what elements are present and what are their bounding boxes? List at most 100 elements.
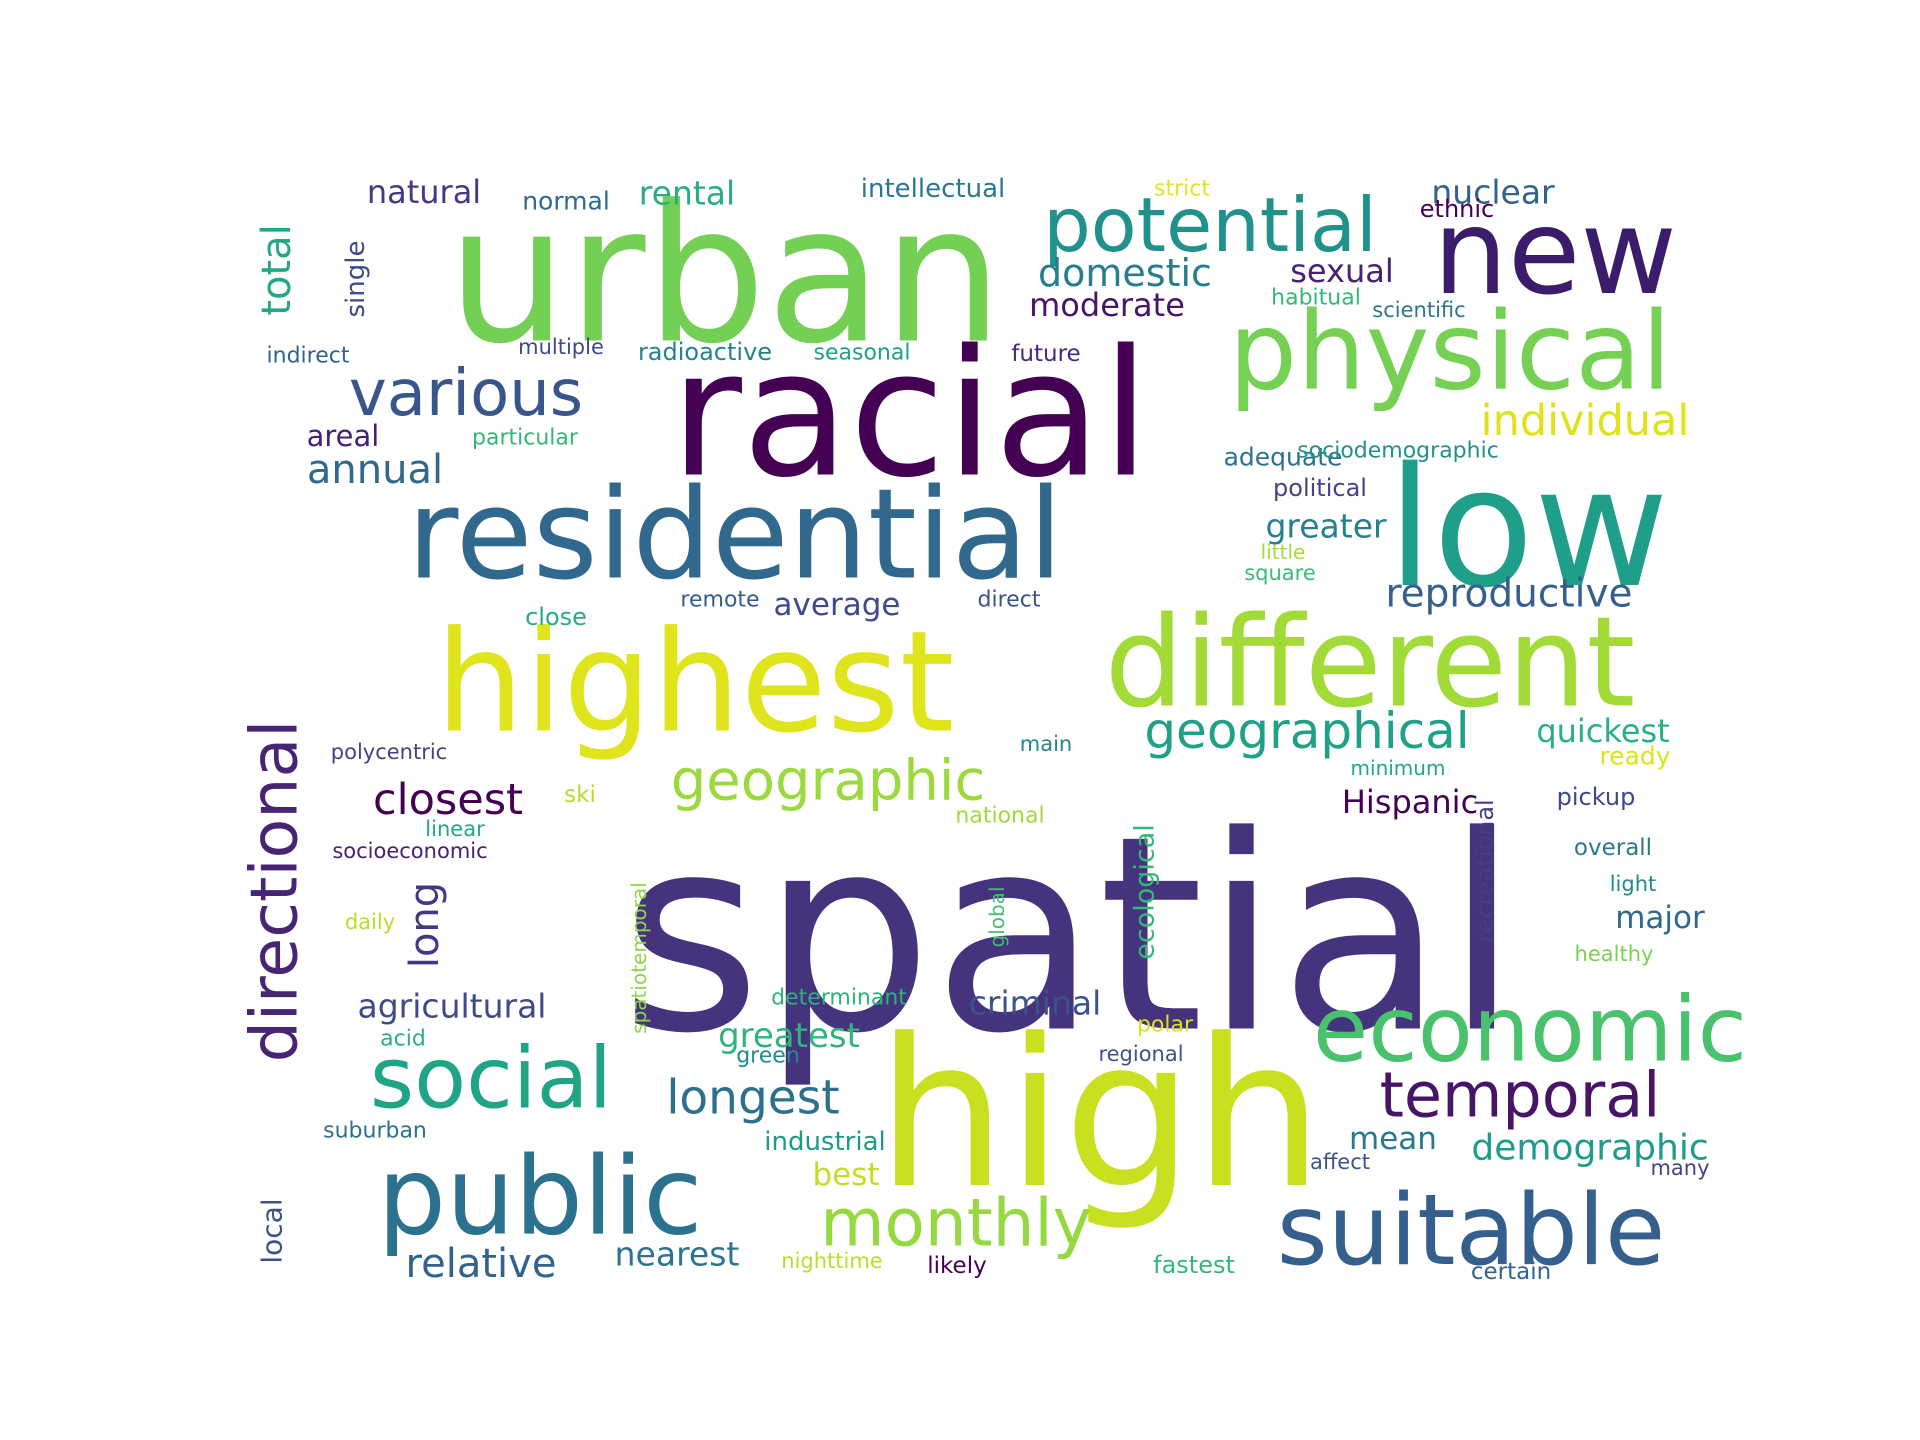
cloud-word: scientific — [1372, 298, 1465, 322]
cloud-word: criminal — [969, 984, 1102, 1023]
cloud-word: global — [985, 887, 1009, 948]
cloud-word: urban — [447, 165, 1003, 386]
cloud-word: relative — [406, 1241, 557, 1287]
cloud-word: close — [525, 603, 587, 631]
cloud-word: suitable — [1277, 1174, 1666, 1288]
cloud-word: habitual — [1271, 286, 1361, 311]
cloud-word: domestic — [1038, 251, 1212, 295]
cloud-word: polycentric — [331, 740, 447, 764]
cloud-word: nuclear — [1431, 173, 1555, 212]
cloud-word: nearest — [615, 1235, 740, 1274]
cloud-word: indirect — [267, 344, 350, 369]
cloud-word: areal — [307, 419, 380, 453]
cloud-word: quickest — [1536, 712, 1669, 750]
cloud-word: ski — [564, 782, 596, 808]
cloud-word: long — [402, 882, 448, 968]
cloud-word: future — [1011, 341, 1080, 367]
cloud-word: closest — [373, 775, 523, 825]
cloud-word: green — [736, 1044, 800, 1069]
cloud-word: overall — [1574, 835, 1652, 861]
cloud-word: normal — [522, 187, 610, 216]
cloud-word: individual — [1481, 396, 1690, 446]
cloud-word: minimum — [1351, 756, 1446, 780]
cloud-word: socioeconomic — [332, 839, 487, 863]
cloud-word: acid — [380, 1027, 426, 1052]
cloud-word: industrial — [764, 1127, 886, 1157]
cloud-word: average — [774, 587, 901, 623]
cloud-word: spatial — [621, 778, 1520, 1093]
cloud-word: directional — [238, 720, 313, 1063]
cloud-word: longest — [666, 1071, 839, 1126]
cloud-word: little — [1261, 540, 1306, 564]
cloud-word: light — [1610, 872, 1657, 896]
cloud-word: residential — [407, 463, 1063, 608]
cloud-word: local — [256, 1198, 289, 1263]
cloud-word: total — [254, 224, 300, 315]
cloud-word: sexual — [1290, 252, 1394, 290]
cloud-word: square — [1244, 561, 1316, 585]
cloud-word: certain — [1471, 1259, 1551, 1285]
cloud-word: radioactive — [638, 338, 772, 366]
cloud-word: rental — [639, 174, 735, 213]
cloud-word: healthy — [1575, 942, 1654, 966]
cloud-word: spatiotemporal — [627, 882, 651, 1034]
cloud-word: ethnic — [1420, 195, 1494, 223]
cloud-word: many — [1650, 1156, 1709, 1180]
cloud-word: major — [1615, 900, 1705, 936]
cloud-word: high — [877, 996, 1324, 1234]
cloud-word: remote — [680, 588, 759, 613]
cloud-word: geographic — [671, 749, 986, 814]
cloud-word: strict — [1154, 177, 1210, 202]
cloud-word: ecological — [1130, 824, 1161, 960]
cloud-word: regional — [1098, 1042, 1183, 1066]
cloud-word: new — [1433, 183, 1677, 321]
cloud-word: pickup — [1557, 783, 1636, 811]
cloud-word: likely — [927, 1253, 986, 1279]
cloud-word: geographical — [1144, 702, 1469, 760]
cloud-word: adequate — [1224, 443, 1343, 472]
cloud-word: different — [1105, 591, 1636, 736]
cloud-word: various — [349, 357, 583, 431]
cloud-word: potential — [1043, 181, 1377, 269]
cloud-word: nighttime — [781, 1249, 882, 1273]
cloud-word: particular — [472, 426, 579, 451]
cloud-word: ready — [1599, 742, 1670, 771]
cloud-word: suburban — [323, 1119, 427, 1144]
cloud-word: single — [341, 241, 371, 318]
cloud-word: racial — [670, 314, 1150, 517]
cloud-word: social — [370, 1030, 612, 1129]
cloud-word: political — [1273, 474, 1367, 502]
cloud-word: sociodemographic — [1297, 439, 1499, 464]
cloud-word: recreational — [1471, 799, 1499, 942]
cloud-word: economic — [1313, 978, 1747, 1083]
cloud-word: direct — [978, 588, 1041, 613]
cloud-word: polar — [1137, 1013, 1194, 1038]
cloud-word: agricultural — [358, 987, 547, 1026]
cloud-word: main — [1020, 732, 1072, 756]
cloud-word: reproductive — [1385, 572, 1632, 617]
cloud-word: multiple — [518, 335, 604, 359]
cloud-word: monthly — [820, 1185, 1092, 1262]
cloud-word: temporal — [1380, 1059, 1661, 1132]
cloud-word: greatest — [718, 1016, 860, 1056]
cloud-word: seasonal — [814, 341, 911, 366]
cloud-word: mean — [1349, 1121, 1437, 1157]
cloud-word: public — [378, 1135, 703, 1260]
cloud-word: intellectual — [861, 174, 1005, 204]
cloud-word: Hispanic — [1342, 783, 1478, 821]
cloud-word: annual — [307, 447, 443, 493]
cloud-word: natural — [367, 173, 481, 211]
cloud-word: determinant — [771, 986, 907, 1011]
cloud-word: linear — [425, 817, 485, 841]
cloud-word: best — [812, 1157, 879, 1193]
cloud-word: national — [955, 804, 1044, 829]
cloud-word: affect — [1310, 1150, 1370, 1174]
cloud-word: highest — [435, 602, 954, 765]
cloud-word: greater — [1265, 507, 1387, 546]
cloud-word: low — [1387, 432, 1669, 624]
cloud-word: demographic — [1471, 1128, 1708, 1169]
cloud-word: moderate — [1029, 286, 1185, 324]
cloud-word: fastest — [1153, 1251, 1235, 1279]
